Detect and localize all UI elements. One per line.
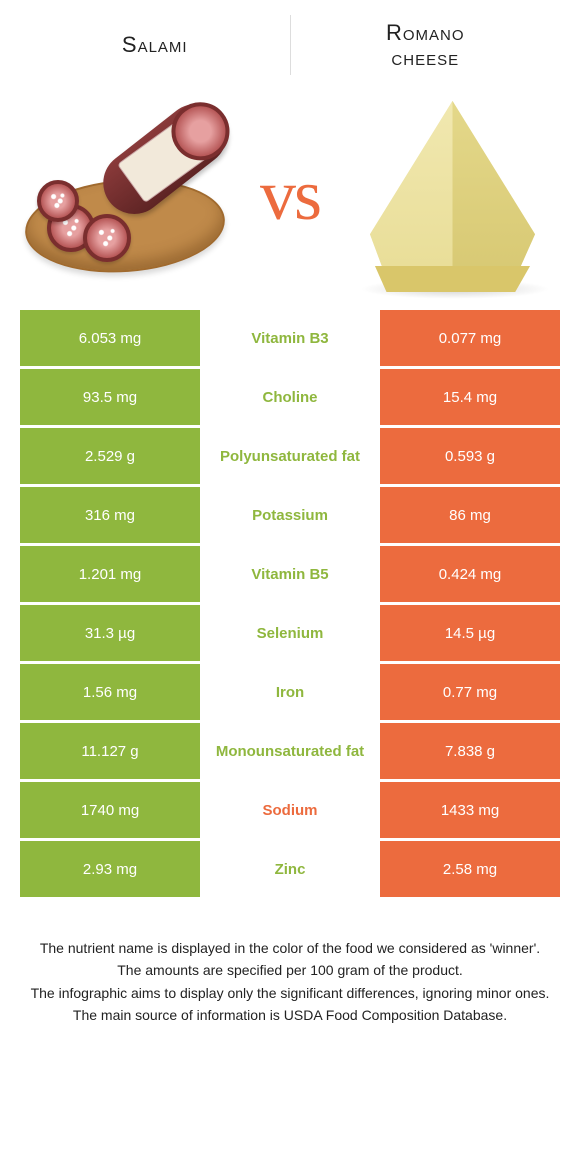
footnote-line: The main source of information is USDA F…: [30, 1005, 550, 1025]
footnote-line: The infographic aims to display only the…: [30, 983, 550, 1003]
header-right-title: Romano cheese: [291, 20, 561, 71]
nutrient-name: Sodium: [200, 782, 380, 838]
table-row: 2.93 mgZinc2.58 mg: [20, 841, 560, 897]
right-value: 86 mg: [380, 487, 560, 543]
vs-label-cell: vs: [240, 154, 340, 237]
left-value: 6.053 mg: [20, 310, 200, 366]
nutrient-name: Zinc: [200, 841, 380, 897]
table-row: 2.529 gPolyunsaturated fat0.593 g: [20, 428, 560, 484]
left-value: 1.56 mg: [20, 664, 200, 720]
cheese-image: [340, 90, 570, 300]
right-value: 14.5 µg: [380, 605, 560, 661]
left-value: 1.201 mg: [20, 546, 200, 602]
table-row: 93.5 mgCholine15.4 mg: [20, 369, 560, 425]
footnote-line: The amounts are specified per 100 gram o…: [30, 960, 550, 980]
nutrient-name: Monounsaturated fat: [200, 723, 380, 779]
table-row: 1.201 mgVitamin B50.424 mg: [20, 546, 560, 602]
nutrient-name: Polyunsaturated fat: [200, 428, 380, 484]
footnote-line: The nutrient name is displayed in the co…: [30, 938, 550, 958]
header: Salami Romano cheese: [0, 0, 580, 90]
left-value: 11.127 g: [20, 723, 200, 779]
nutrient-name: Choline: [200, 369, 380, 425]
right-value: 2.58 mg: [380, 841, 560, 897]
header-left-title: Salami: [20, 32, 290, 57]
right-value: 15.4 mg: [380, 369, 560, 425]
right-value: 1433 mg: [380, 782, 560, 838]
table-row: 1740 mgSodium1433 mg: [20, 782, 560, 838]
right-value: 0.593 g: [380, 428, 560, 484]
footnotes: The nutrient name is displayed in the co…: [0, 900, 580, 1025]
table-row: 6.053 mgVitamin B30.077 mg: [20, 310, 560, 366]
table-row: 1.56 mgIron0.77 mg: [20, 664, 560, 720]
right-value: 0.077 mg: [380, 310, 560, 366]
nutrient-name: Potassium: [200, 487, 380, 543]
left-value: 93.5 mg: [20, 369, 200, 425]
table-row: 316 mgPotassium86 mg: [20, 487, 560, 543]
table-row: 11.127 gMonounsaturated fat7.838 g: [20, 723, 560, 779]
left-value: 2.93 mg: [20, 841, 200, 897]
nutrient-table: 6.053 mgVitamin B30.077 mg93.5 mgCholine…: [0, 310, 580, 897]
left-value: 2.529 g: [20, 428, 200, 484]
right-value: 0.424 mg: [380, 546, 560, 602]
nutrient-name: Vitamin B5: [200, 546, 380, 602]
nutrient-name: Selenium: [200, 605, 380, 661]
vs-label: vs: [260, 154, 320, 237]
left-value: 316 mg: [20, 487, 200, 543]
nutrient-name: Vitamin B3: [200, 310, 380, 366]
nutrient-name: Iron: [200, 664, 380, 720]
left-value: 31.3 µg: [20, 605, 200, 661]
product-row: vs: [0, 90, 580, 310]
left-value: 1740 mg: [20, 782, 200, 838]
right-value: 0.77 mg: [380, 664, 560, 720]
salami-image: [10, 90, 240, 300]
right-value: 7.838 g: [380, 723, 560, 779]
table-row: 31.3 µgSelenium14.5 µg: [20, 605, 560, 661]
